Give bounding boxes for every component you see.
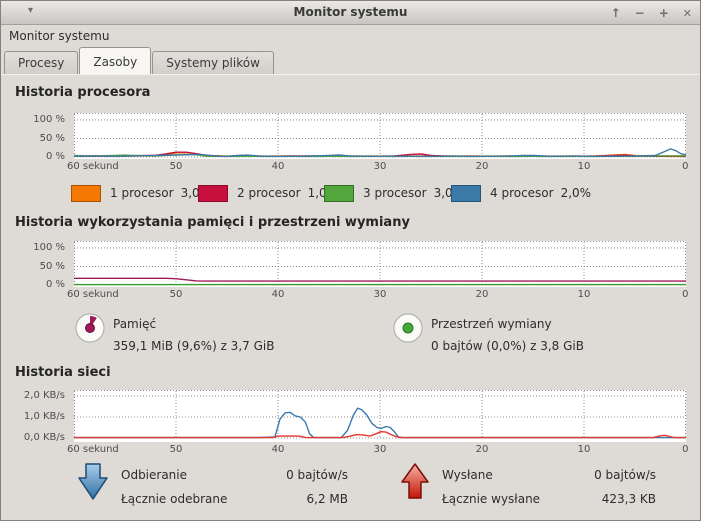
y-tick-label: 100 % xyxy=(33,114,65,125)
download-arrow-icon xyxy=(78,463,108,500)
x-tick-label: 10 xyxy=(577,161,591,172)
memory-history-chart xyxy=(73,241,687,287)
window-menu-icon[interactable]: ▾ xyxy=(28,5,34,16)
memory-x-axis: 60 sekund 50 40 30 20 10 0 xyxy=(67,289,689,301)
y-tick-label: 0 % xyxy=(45,279,65,290)
total-received-value: 6,2 MB xyxy=(306,492,348,506)
tab-procesy[interactable]: Procesy xyxy=(4,51,79,74)
x-tick-label: 20 xyxy=(475,161,489,172)
x-tick-label: 10 xyxy=(577,289,591,300)
cpu-history-chart xyxy=(73,113,687,159)
cpu1-color-swatch xyxy=(71,184,101,202)
network-x-axis: 60 sekund 50 40 30 20 10 0 xyxy=(67,444,689,456)
notebook-divider xyxy=(1,74,700,75)
y-tick-label: 100 % xyxy=(33,242,65,253)
memory-history-title: Historia wykorzystania pamięci i przestr… xyxy=(15,215,410,230)
cpu4-color-swatch xyxy=(451,184,481,202)
cpu2-legend-item: 2 procesor 1,0% xyxy=(198,183,338,203)
x-tick-label: 20 xyxy=(475,289,489,300)
receiving-value: 0 bajtów/s xyxy=(286,468,348,482)
upload-arrow-icon xyxy=(401,463,429,499)
cpu1-label: 1 procesor xyxy=(110,186,174,200)
y-tick-label: 1,0 KB/s xyxy=(23,411,65,422)
network-history-chart xyxy=(73,390,687,442)
swap-label: Przestrzeń wymiany xyxy=(431,317,552,331)
rollup-button[interactable]: ↑ xyxy=(610,6,621,20)
tab-systemy-plikow[interactable]: Systemy plików xyxy=(152,51,274,74)
x-tick-label: 30 xyxy=(373,444,387,455)
cpu3-label: 3 procesor xyxy=(363,186,427,200)
x-tick-label: 0 xyxy=(682,444,689,455)
total-sent-value: 423,3 KB xyxy=(601,492,656,506)
cpu3-legend-item: 3 procesor 3,0% xyxy=(324,183,464,203)
cpu4-label: 4 procesor xyxy=(490,186,554,200)
x-tick-label: 60 sekund xyxy=(67,289,119,300)
cpu-history-title: Historia procesora xyxy=(15,85,151,100)
y-tick-label: 0,0 KB/s xyxy=(23,432,65,443)
window-title: Monitor systemu xyxy=(293,5,408,19)
y-tick-label: 50 % xyxy=(39,260,65,272)
y-tick-label: 2,0 KB/s xyxy=(23,390,65,401)
memory-y-axis: 100 % 50 % 0 % xyxy=(1,241,69,290)
x-tick-label: 10 xyxy=(577,444,591,455)
network-y-axis: 2,0 KB/s 1,0 KB/s 0,0 KB/s xyxy=(1,390,69,443)
sent-label: Wysłane xyxy=(442,468,493,482)
memory-pie-icon xyxy=(75,313,105,343)
swap-value: 0 bajtów (0,0%) z 3,8 GiB xyxy=(431,339,584,353)
cpu2-label: 2 procesor xyxy=(237,186,301,200)
cpu4-legend-item: 4 procesor 2,0% xyxy=(451,183,591,203)
x-tick-label: 20 xyxy=(475,444,489,455)
close-button[interactable]: ✕ xyxy=(682,6,692,20)
x-tick-label: 50 xyxy=(169,289,183,300)
x-tick-label: 30 xyxy=(373,289,387,300)
cpu-y-axis: 100 % 50 % 0 % xyxy=(1,113,69,162)
tab-bar: Procesy Zasoby Systemy plików xyxy=(4,47,275,74)
x-tick-label: 60 sekund xyxy=(67,444,119,455)
cpu1-legend-item: 1 procesor 3,0% xyxy=(71,183,211,203)
menu-item-monitor-systemu[interactable]: Monitor systemu xyxy=(9,29,110,43)
memory-value: 359,1 MiB (9,6%) z 3,7 GiB xyxy=(113,339,275,353)
x-tick-label: 30 xyxy=(373,161,387,172)
x-tick-label: 40 xyxy=(271,161,285,172)
total-sent-label: Łącznie wysłane xyxy=(442,492,541,506)
maximize-button[interactable]: + xyxy=(658,6,669,20)
x-tick-label: 50 xyxy=(169,161,183,172)
sent-value: 0 bajtów/s xyxy=(594,468,656,482)
network-history-title: Historia sieci xyxy=(15,365,111,380)
cpu3-color-swatch xyxy=(324,184,354,202)
x-tick-label: 60 sekund xyxy=(67,161,119,172)
x-tick-label: 40 xyxy=(271,444,285,455)
x-tick-label: 40 xyxy=(271,289,285,300)
x-tick-label: 0 xyxy=(682,161,689,172)
minimize-button[interactable]: − xyxy=(634,6,645,20)
y-tick-label: 0 % xyxy=(45,151,65,162)
cpu2-color-swatch xyxy=(198,184,228,202)
x-tick-label: 0 xyxy=(682,289,689,300)
y-tick-label: 50 % xyxy=(39,132,65,144)
tab-zasoby[interactable]: Zasoby xyxy=(79,47,152,74)
x-tick-label: 50 xyxy=(169,444,183,455)
swap-pie-icon xyxy=(393,313,423,343)
total-received-label: Łącznie odebrane xyxy=(121,492,228,506)
receiving-label: Odbieranie xyxy=(121,468,188,482)
menubar: Monitor systemu xyxy=(1,25,700,47)
cpu-x-axis: 60 sekund 50 40 30 20 10 0 xyxy=(67,161,689,173)
memory-label: Pamięć xyxy=(113,317,157,331)
cpu4-value: 2,0% xyxy=(560,186,592,200)
titlebar: ▾ Monitor systemu ↑ − + ✕ xyxy=(1,1,700,25)
